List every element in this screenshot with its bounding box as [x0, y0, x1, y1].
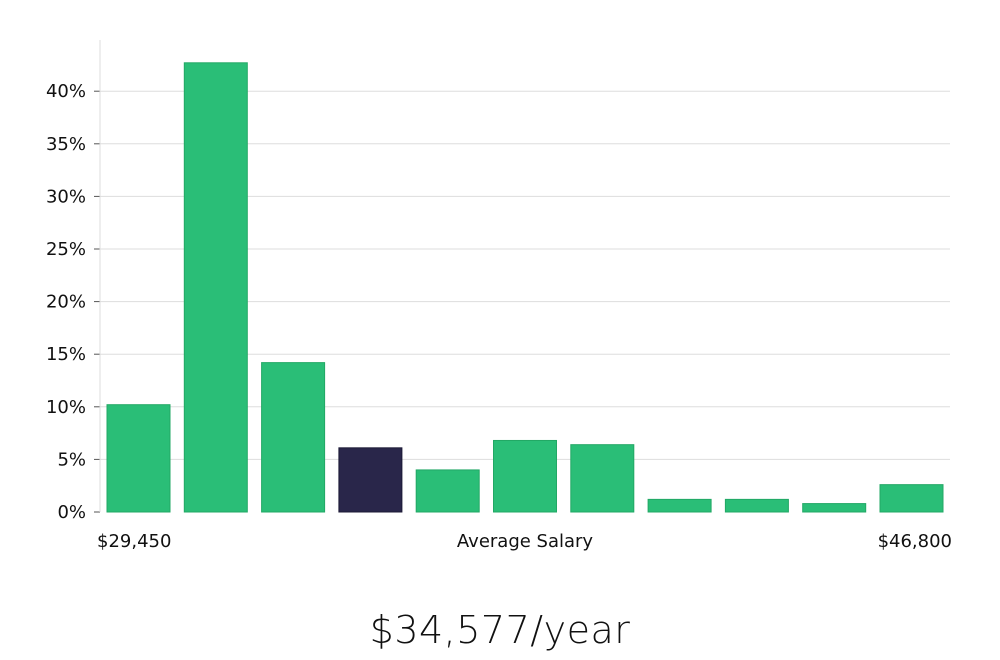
bar [802, 503, 867, 513]
bar-highlighted [338, 447, 403, 513]
y-tick-label: 20% [46, 292, 86, 313]
y-tick-label: 10% [46, 397, 86, 418]
y-tick-label: 40% [46, 81, 86, 102]
y-tick-label: 5% [57, 449, 86, 470]
y-tick-label: 0% [57, 502, 86, 523]
salary-histogram: 0% 5% 10% 15% 20% 25% 30% 35% 40% $29,450 Averag… [46, 40, 952, 552]
bar [415, 469, 480, 513]
bar [261, 362, 326, 513]
y-tick-label: 30% [46, 186, 86, 207]
bar [106, 404, 171, 513]
y-tick-label: 15% [46, 344, 86, 365]
x-min-label: $29,450 [97, 531, 171, 552]
y-tick-label: 35% [46, 134, 86, 155]
y-tick-label: 25% [46, 239, 86, 260]
bar [493, 439, 557, 513]
bars-group [106, 62, 944, 513]
bar [724, 498, 789, 513]
average-salary-value: $34,577/year [369, 608, 631, 652]
y-axis-tick-labels: 0% 5% 10% 15% 20% 25% 30% 35% 40% [46, 81, 86, 523]
x-max-label: $46,800 [878, 531, 952, 552]
x-axis-title: Average Salary [457, 531, 594, 552]
bar [879, 484, 944, 513]
bar [183, 62, 248, 513]
bar [647, 498, 712, 513]
bar [570, 444, 635, 513]
